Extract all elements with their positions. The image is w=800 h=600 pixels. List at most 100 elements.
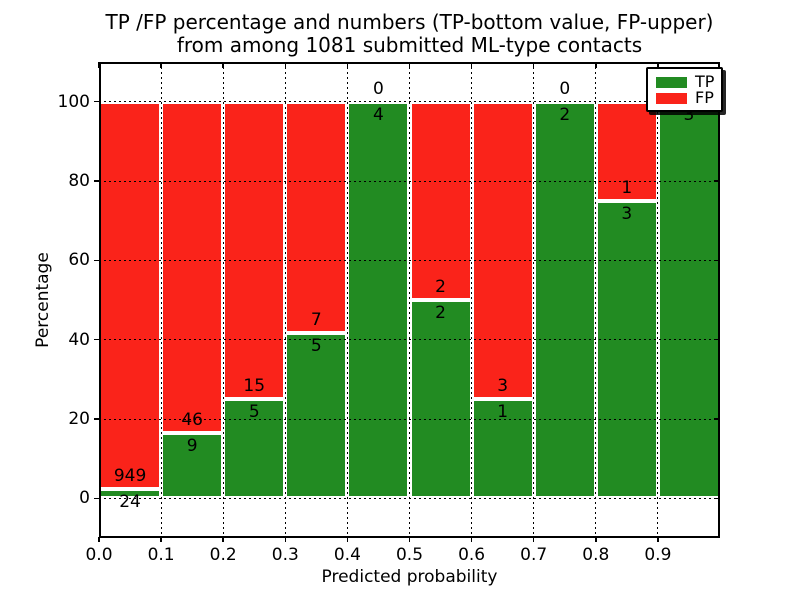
tp-count-label-6: 1: [497, 402, 509, 423]
vertical-gridline-0.8: [595, 62, 597, 538]
legend: TP FP: [646, 67, 723, 112]
tp-bar-segment-3: [285, 333, 348, 499]
x-tick-mark-top-0.3: [284, 62, 287, 68]
chart-title-line2: from among 1081 submitted ML-type contac…: [176, 33, 643, 57]
y-tick-mark-right-20: [714, 418, 720, 420]
y-tick-label-100: 100: [57, 91, 90, 112]
legend-row-fp: FP: [656, 88, 714, 107]
vertical-gridline-0.1: [160, 62, 162, 538]
legend-swatch-tp: [656, 76, 687, 88]
x-tick-mark-bottom-0.4: [346, 537, 349, 542]
x-tick-mark-top-0.8: [595, 62, 597, 68]
x-tick-mark-top-0.9: [657, 62, 659, 68]
fp-bar-segment-3: [285, 101, 348, 334]
x-tick-mark-bottom-0.7: [532, 537, 535, 542]
y-tick-label-40: 40: [68, 329, 90, 350]
y-tick-mark-right-80: [714, 180, 720, 182]
fp-count-label-4: 0: [373, 78, 384, 99]
tp-bar-segment-5: [409, 300, 472, 499]
x-tick-label-0.7: 0.7: [520, 545, 548, 565]
x-tick-mark-top-0.6: [470, 62, 473, 68]
fp-bar-segment-0: [99, 101, 162, 489]
plot-area: 9492446915575042231021303: [99, 62, 720, 538]
y-tick-mark-left-0: [94, 497, 99, 500]
fp-count-label-5: 2: [435, 277, 446, 297]
vertical-gridline-0.3: [284, 62, 286, 538]
x-tick-mark-bottom-0.0: [98, 537, 100, 542]
fp-count-label-3: 7: [310, 310, 322, 331]
y-tick-label-60: 60: [68, 250, 90, 271]
x-tick-label-0.0: 0.0: [85, 545, 113, 565]
x-tick-mark-bottom-0.2: [222, 537, 224, 542]
y-tick-label-0: 0: [79, 488, 90, 509]
vertical-gridline-0.5: [409, 62, 410, 538]
x-axis-label: Predicted probability: [321, 567, 498, 587]
vertical-gridline-0.6: [471, 62, 473, 538]
x-tick-label-0.6: 0.6: [458, 545, 486, 565]
x-tick-mark-top-0.1: [160, 62, 162, 68]
tp-bar-segment-4: [347, 101, 410, 499]
y-axis-label: Percentage: [33, 252, 53, 348]
tp-count-label-7: 2: [559, 104, 571, 125]
x-tick-mark-top-0.5: [408, 62, 411, 68]
tp-count-label-0: 24: [119, 491, 141, 512]
tp-count-label-3: 5: [310, 336, 322, 357]
y-tick-mark-left-80: [94, 180, 99, 182]
x-tick-label-0.8: 0.8: [582, 545, 610, 565]
chart-title-line1: TP /FP percentage and numbers (TP-bottom…: [105, 10, 714, 34]
fp-bar-segment-8: [595, 101, 658, 201]
fp-count-label-1: 46: [181, 410, 203, 431]
vertical-gridline-0.2: [222, 62, 224, 538]
chart-title: TP /FP percentage and numbers (TP-bottom…: [99, 11, 720, 57]
x-tick-label-0.9: 0.9: [644, 545, 672, 565]
tp-count-label-4: 4: [373, 104, 384, 125]
fp-count-label-2: 15: [243, 376, 266, 397]
x-tick-mark-top-0.0: [98, 62, 100, 68]
y-tick-mark-left-20: [94, 418, 99, 420]
y-tick-label-80: 80: [68, 171, 90, 191]
x-tick-label-0.4: 0.4: [333, 545, 361, 565]
x-tick-mark-bottom-0.9: [657, 537, 659, 542]
vertical-gridline-0.9: [657, 62, 659, 538]
vertical-gridline-0.7: [533, 62, 535, 538]
tp-count-label-8: 3: [621, 203, 633, 224]
tp-bar-segment-1: [161, 433, 224, 499]
x-tick-label-0.2: 0.2: [209, 545, 237, 565]
y-tick-mark-right-0: [714, 497, 720, 500]
tp-count-label-9: 3: [683, 104, 695, 125]
x-tick-mark-top-0.2: [222, 62, 224, 68]
x-tick-label-0.5: 0.5: [395, 545, 424, 565]
x-tick-mark-bottom-0.5: [408, 537, 411, 542]
tp-bar-segment-8: [595, 200, 658, 499]
x-tick-label-0.1: 0.1: [147, 545, 175, 565]
tp-bar-segment-2: [223, 399, 286, 499]
y-tick-mark-left-60: [94, 259, 99, 262]
x-tick-mark-bottom-0.3: [284, 537, 287, 542]
y-tick-mark-left-40: [94, 338, 99, 341]
x-tick-label-0.3: 0.3: [271, 545, 299, 565]
fp-count-label-0: 949: [113, 465, 147, 486]
legend-row-tp: TP: [656, 74, 714, 90]
fp-bar-segment-1: [161, 101, 224, 434]
x-tick-mark-top-0.4: [346, 62, 349, 68]
legend-label-fp: FP: [695, 88, 714, 107]
x-tick-mark-top-0.7: [532, 62, 535, 68]
tp-count-label-5: 2: [435, 303, 446, 323]
y-tick-label-20: 20: [68, 409, 90, 429]
fp-bar-segment-2: [223, 101, 286, 400]
x-tick-mark-bottom-0.6: [470, 537, 473, 542]
y-tick-mark-right-40: [714, 338, 720, 341]
tp-bar-segment-0: [99, 488, 162, 499]
x-tick-mark-bottom-0.8: [595, 537, 597, 542]
tp-bar-segment-9: [657, 101, 720, 499]
y-tick-mark-left-100: [94, 100, 99, 103]
tp-count-label-2: 5: [248, 402, 260, 423]
fp-count-label-7: 0: [559, 78, 571, 99]
x-tick-mark-bottom-0.1: [160, 537, 162, 542]
vertical-gridline-0.4: [346, 62, 348, 538]
fp-bar-segment-6: [471, 101, 534, 400]
y-tick-mark-right-60: [714, 259, 720, 262]
tp-count-label-1: 9: [186, 436, 198, 457]
fp-count-label-6: 3: [497, 376, 509, 397]
